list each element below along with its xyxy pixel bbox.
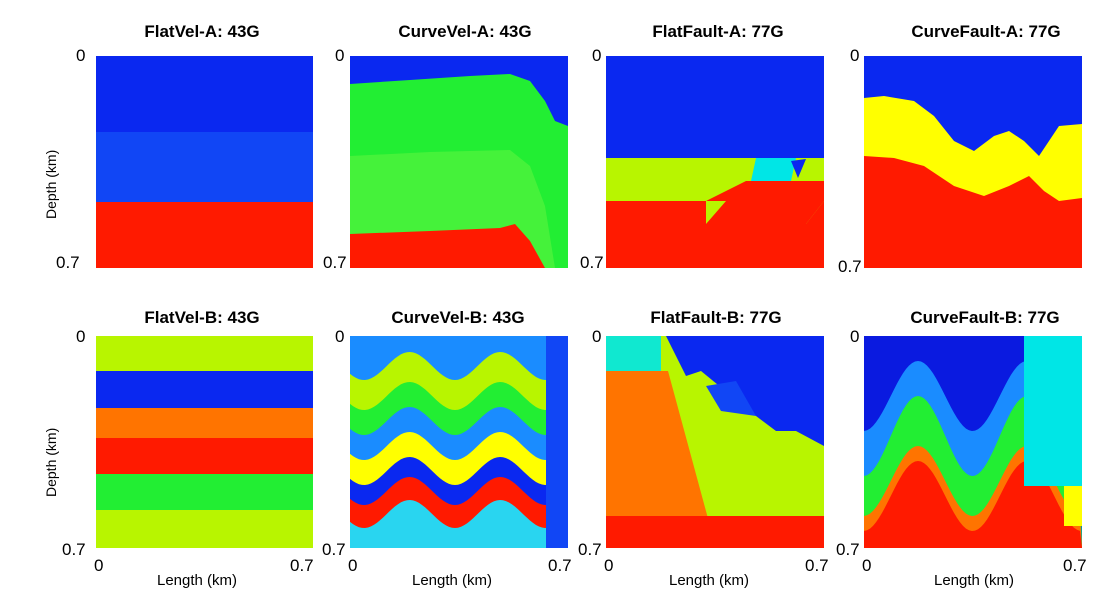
y-tick-max: 0.7 [62,540,86,559]
layer-cyan [1024,336,1082,486]
layer-cyan [751,158,796,181]
layer-red [864,156,1082,268]
panel-title: FlatVel-B: 43G [144,308,260,327]
y-tick-max: 0.7 [836,540,860,559]
layer-red-right [706,201,824,268]
layer-5 [96,510,313,548]
plot-flatvel-b [96,336,313,548]
x-axis-label: Length (km) [157,572,238,589]
layer-orange [606,371,716,548]
layer-red [350,224,545,268]
y-axis-label: Depth (km) [43,427,59,497]
layer-0 [96,336,313,371]
y-tick-0: 0 [335,46,345,65]
layer-blue-pocket [791,159,806,178]
panel-title: FlatFault-A: 77G [652,22,784,41]
panel-title: CurveFault-B: 77G [910,308,1060,327]
plot-curvevel-a [350,56,568,268]
plot-flatvel-a [96,56,313,268]
layer-4 [96,474,313,510]
x-tick-max: 0.7 [805,556,829,575]
y-tick-max: 0.7 [838,257,862,276]
layer-7 [350,500,568,548]
y-tick-max: 0.7 [578,540,602,559]
x-tick-0: 0 [862,556,872,575]
y-tick-max: 0.7 [323,253,347,272]
plot-flatfault-b [606,336,824,548]
layer-aqua [606,336,661,371]
y-tick-0: 0 [335,327,345,346]
y-tick-max: 0.7 [580,253,604,272]
panel-title: CurveVel-B: 43G [391,308,525,327]
y-tick-max: 0.7 [322,540,346,559]
panel-title: CurveFault-A: 77G [911,22,1061,41]
layer-red [606,516,824,548]
plot-curvefault-a [864,56,1082,268]
layer-right-edge [546,336,568,548]
y-tick-0: 0 [592,46,602,65]
x-axis-label: Length (km) [669,572,750,589]
layer-yellow [1064,486,1082,526]
x-tick-0: 0 [348,556,358,575]
layer-mid [96,132,313,202]
y-axis-label: Depth (km) [43,149,59,219]
layer-fault [606,181,824,224]
y-tick-0: 0 [76,327,86,346]
x-tick-0: 0 [604,556,614,575]
layer-red-left [606,201,706,268]
plot-flatfault-a [606,56,824,268]
y-tick-0: 0 [850,46,860,65]
panel-title: FlatFault-B: 77G [650,308,782,327]
y-tick-0: 0 [592,327,602,346]
x-axis-label: Length (km) [412,572,493,589]
x-tick-max: 0.7 [1063,556,1087,575]
y-tick-0: 0 [76,46,86,65]
layer-2 [96,408,313,438]
panel-title: FlatVel-A: 43G [144,22,260,41]
x-axis-label: Length (km) [934,572,1015,589]
y-tick-0: 0 [850,327,860,346]
y-tick-max: 0.7 [56,253,80,272]
layer-1 [96,371,313,408]
layer-3 [96,438,313,474]
x-tick-max: 0.7 [548,556,572,575]
plot-curvefault-b [864,336,1082,548]
x-tick-max: 0.7 [290,556,314,575]
plot-curvevel-b [350,336,568,548]
x-tick-0: 0 [94,556,104,575]
layer-bottom [96,202,313,268]
layer-blue-wedge [706,381,756,416]
panel-title: CurveVel-A: 43G [398,22,532,41]
